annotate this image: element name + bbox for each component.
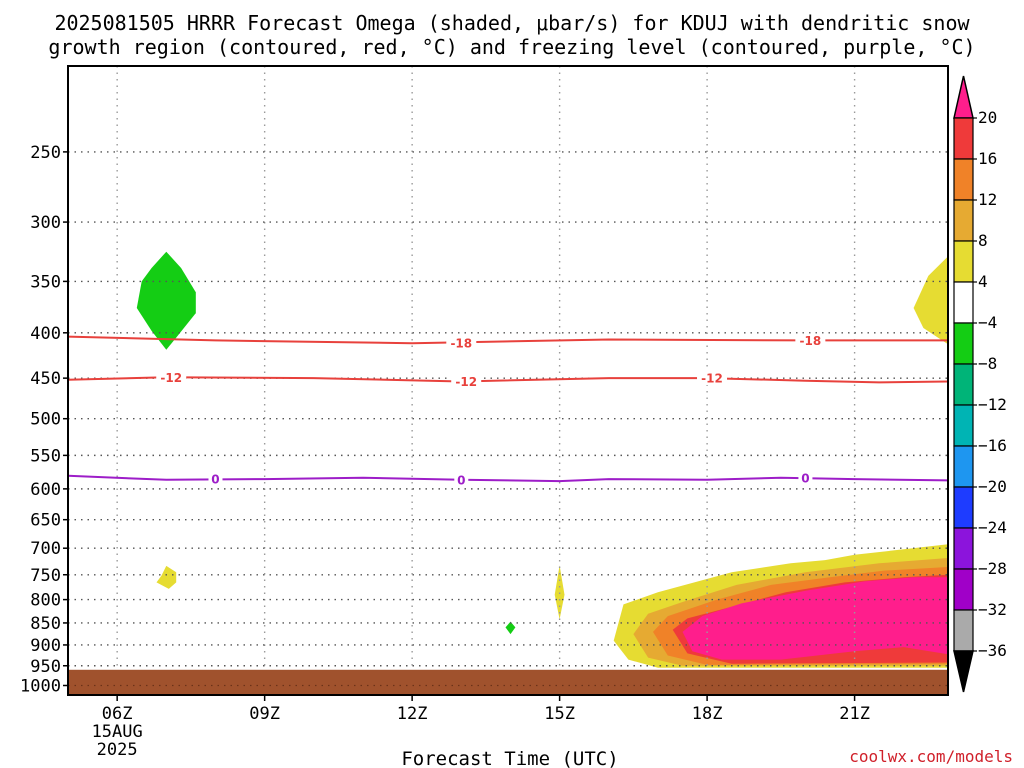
colorbar-label-2: 12 <box>978 190 997 209</box>
y-tick-label-950: 950 <box>30 657 61 677</box>
y-tick-label-350: 350 <box>30 272 61 292</box>
contour-label-bg-0 <box>446 336 477 351</box>
colorbar-band-5 <box>953 322 974 365</box>
contour-line--18 <box>68 335 948 345</box>
contour-label-bg-3 <box>451 374 482 389</box>
contour-label-2: -12 <box>160 371 182 385</box>
contour-label-4: -12 <box>701 372 723 386</box>
colorbar-band-10 <box>953 527 974 570</box>
y-tick-label-750: 750 <box>30 566 61 586</box>
x-tick-label-18Z: 18Z <box>692 704 723 724</box>
chart-title-line-1: 2025081505 HRRR Forecast Omega (shaded, … <box>54 11 970 35</box>
colorbar-label-4: 4 <box>978 272 988 291</box>
x-tick-label-15Z: 15Z <box>544 704 575 724</box>
contour-label-bg-7 <box>798 470 813 485</box>
colorbar-label-10: −24 <box>978 518 1007 537</box>
colorbar-label-6: −8 <box>978 354 997 373</box>
contour-label-1: -18 <box>800 334 822 348</box>
colorbar-band-6 <box>953 363 974 406</box>
y-tick-label-550: 550 <box>30 446 61 466</box>
colorbar-band-0 <box>953 117 974 160</box>
x-tick-label-12Z: 12Z <box>397 704 428 724</box>
y-tick-label-1000: 1000 <box>20 676 61 696</box>
y-tick-label-650: 650 <box>30 511 61 531</box>
omega-region-downward-yellow-350 <box>913 256 948 345</box>
colorbar-label-0: 20 <box>978 108 997 127</box>
colorbar-band-12 <box>953 609 974 652</box>
omega-region-upward-green-860 <box>505 621 516 635</box>
colorbar: 20 16 12 8 4 −4 −8 −12 −16 −20 −24 −28 −32 −36 <box>953 75 1007 693</box>
omega-region-downward-yellow-780 <box>554 565 565 620</box>
contour-label-bg-1 <box>795 333 826 348</box>
colorbar-label-7: −12 <box>978 395 1007 414</box>
colorbar-label-12: −32 <box>978 600 1007 619</box>
contour-line--12 <box>68 376 948 384</box>
omega-region-downward-yellow-750 <box>156 565 177 589</box>
colorbar-cap-top <box>953 75 974 119</box>
x-tick-label-06Z: 06Z <box>102 704 133 724</box>
contour-label-5: 0 <box>211 473 219 487</box>
colorbar-band-11 <box>953 568 974 611</box>
y-tick-label-850: 850 <box>30 614 61 634</box>
colorbar-label-11: −28 <box>978 559 1007 578</box>
x-tick-label-21Z: 21Z <box>839 704 870 724</box>
plot-frame <box>67 65 949 696</box>
y-tick-label-900: 900 <box>30 636 61 656</box>
contour-label-3: -12 <box>455 375 477 389</box>
y-tick-label-700: 700 <box>30 539 61 559</box>
colorbar-band-8 <box>953 445 974 488</box>
y-tick-label-450: 450 <box>30 369 61 389</box>
colorbar-band-3 <box>953 240 974 283</box>
ground-fill <box>68 669 948 695</box>
plot-inner: -18 -18 -12 -12 -12 0 0 0 <box>68 66 948 695</box>
y-tick-label-400: 400 <box>30 324 61 344</box>
omega-region-downward-magenta-large <box>682 577 948 660</box>
x-date-label-1: 2025 <box>97 740 138 760</box>
x-date-label-0: 15AUG <box>92 722 143 742</box>
chart-title-line-2: growth region (contoured, red, °C) and f… <box>48 35 975 59</box>
colorbar-band-1 <box>953 158 974 201</box>
contour-label-7: 0 <box>801 471 809 485</box>
y-tick-label-800: 800 <box>30 591 61 611</box>
contour-label-bg-5 <box>208 472 223 487</box>
colorbar-band-4 <box>953 281 974 324</box>
colorbar-band-7 <box>953 404 974 447</box>
plot-area: -18 -18 -12 -12 -12 0 0 0 250 300 350 400 450 500 550 6… <box>20 65 949 760</box>
colorbar-label-5: −4 <box>978 313 997 332</box>
contour-label-bg-6 <box>454 472 469 487</box>
colorbar-band-9 <box>953 486 974 529</box>
x-tick-label-09Z: 09Z <box>249 704 280 724</box>
contour-label-0: -18 <box>450 337 472 351</box>
contour-label-bg-2 <box>156 370 187 385</box>
contour-label-6: 0 <box>457 473 465 487</box>
y-tick-label-500: 500 <box>30 410 61 430</box>
y-tick-label-250: 250 <box>30 143 61 163</box>
colorbar-cap-bottom <box>953 650 974 693</box>
colorbar-label-3: 8 <box>978 231 988 250</box>
credit-text: coolwx.com/models <box>849 747 1013 766</box>
contour-label-bg-4 <box>697 371 728 386</box>
omega-region-upward-green-350 <box>136 251 196 350</box>
colorbar-label-1: 16 <box>978 149 997 168</box>
y-tick-label-600: 600 <box>30 480 61 500</box>
colorbar-label-9: −20 <box>978 477 1007 496</box>
y-tick-label-300: 300 <box>30 213 61 233</box>
x-axis-label: Forecast Time (UTC) <box>401 748 618 768</box>
colorbar-label-8: −16 <box>978 436 1007 455</box>
colorbar-label-13: −36 <box>978 641 1007 660</box>
colorbar-band-2 <box>953 199 974 242</box>
